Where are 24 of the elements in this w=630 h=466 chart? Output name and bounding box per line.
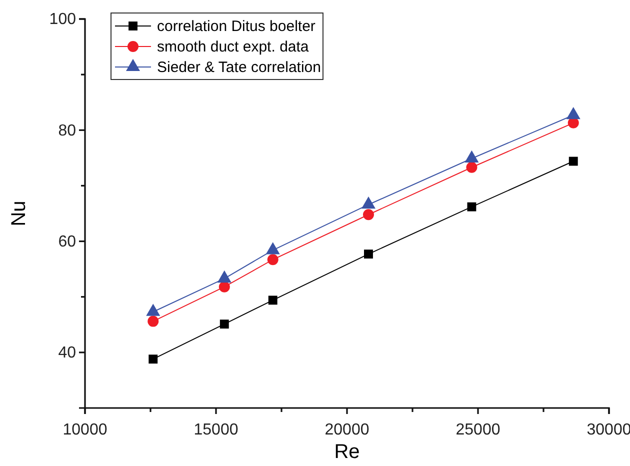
point [267, 254, 278, 266]
y-tick-label: 100 [49, 11, 76, 28]
x-tick-label: 20000 [324, 422, 370, 439]
point [218, 281, 230, 292]
point [364, 250, 373, 259]
legend-label: correlation Ditus boelter [157, 18, 316, 35]
point [268, 296, 278, 305]
y-tick-label: 60 [58, 233, 76, 250]
y-tick-label: 40 [58, 344, 76, 362]
point [148, 354, 158, 364]
x-tick-label: 10000 [62, 422, 108, 439]
y-tick-label: 80 [58, 122, 76, 140]
point [466, 162, 478, 173]
point [148, 316, 159, 327]
point [568, 156, 578, 166]
x-tick-label: 15000 [194, 422, 238, 439]
point [467, 202, 476, 212]
point [362, 209, 374, 220]
legend-label: Sieder & Tate correlation [157, 59, 321, 76]
y-axis-title: Nu [8, 200, 30, 226]
x-axis-title: Re [334, 441, 360, 463]
x-tick-label: 25000 [456, 422, 500, 439]
point [220, 320, 229, 329]
legend-label: smooth duct expt. data [157, 38, 310, 56]
